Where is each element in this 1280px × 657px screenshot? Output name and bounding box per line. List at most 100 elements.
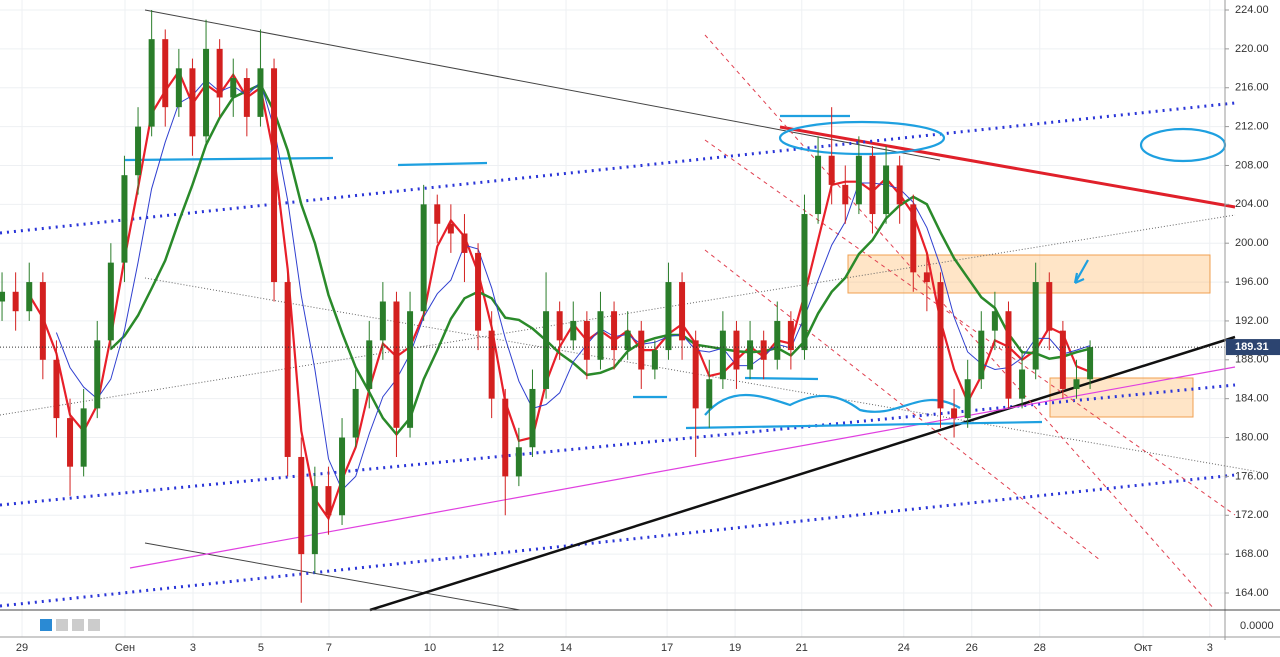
y-tick-label: 172.00	[1235, 509, 1269, 521]
x-tick-label: 10	[424, 642, 436, 654]
candle-body	[175, 68, 182, 108]
candle-body	[39, 282, 46, 360]
candle-body	[543, 311, 550, 389]
candle-body	[747, 340, 754, 370]
candle-body	[910, 204, 917, 273]
candle-body	[420, 204, 427, 312]
candle-body	[923, 272, 930, 283]
candle-body	[679, 282, 686, 341]
candle-body	[570, 320, 577, 341]
x-tick-label: 17	[661, 642, 673, 654]
candle-body	[325, 486, 332, 516]
x-tick-label: 26	[966, 642, 978, 654]
eye-button[interactable]	[40, 619, 52, 631]
candles	[0, 10, 1225, 603]
candle-body	[1059, 330, 1066, 389]
candle-body	[991, 311, 998, 331]
candle-body	[488, 330, 495, 399]
candle-body	[203, 48, 210, 137]
y-tick-label: 168.00	[1235, 548, 1269, 560]
candle-body	[842, 184, 849, 205]
trend-line	[144, 542, 521, 611]
x-tick-label: 3	[1207, 642, 1213, 654]
x-tick-label: 21	[796, 642, 808, 654]
y-tick-label: 208.00	[1235, 159, 1269, 171]
candle-body	[583, 320, 590, 360]
candle-body	[271, 68, 278, 283]
candle-body	[556, 311, 563, 341]
candle-body	[515, 447, 522, 477]
candle-body	[352, 388, 359, 438]
candle-body	[67, 418, 74, 467]
candle-body	[692, 340, 699, 409]
moving-average	[55, 79, 1091, 491]
candle-body	[121, 175, 128, 263]
support-line	[129, 366, 1236, 569]
candle-body	[883, 165, 890, 215]
channel-line	[0, 101, 1236, 235]
pane-controls[interactable]	[40, 619, 100, 631]
y-tick-label: 220.00	[1235, 43, 1269, 55]
candle-body	[855, 155, 862, 205]
candle-body	[665, 282, 672, 351]
candle-body	[148, 39, 155, 127]
candle-body	[80, 408, 87, 467]
candle-body	[475, 252, 482, 331]
trend-line	[144, 9, 941, 161]
copy-button[interactable]	[72, 619, 84, 631]
y-tick-label: 192.00	[1235, 315, 1269, 327]
settings-button[interactable]	[56, 619, 68, 631]
candle-body	[230, 78, 237, 98]
last-price-tag	[1226, 339, 1280, 356]
candle-body	[243, 78, 250, 117]
candle-body	[719, 330, 726, 380]
close-button[interactable]	[88, 619, 100, 631]
candle-body	[447, 223, 454, 234]
candle-body	[1019, 369, 1026, 399]
y-tick-label: 184.00	[1235, 393, 1269, 405]
y-tick-label: 216.00	[1235, 82, 1269, 94]
candle-body	[135, 126, 142, 176]
x-tick-label: Сен	[115, 642, 135, 654]
candle-body	[339, 437, 346, 516]
candle-body	[978, 330, 985, 380]
y-tick-label: 176.00	[1235, 470, 1269, 482]
candle-body	[0, 291, 6, 302]
y-tick-label: 224.00	[1235, 4, 1269, 16]
candle-body	[1073, 379, 1080, 389]
candle-body	[760, 340, 767, 360]
last-price-label: 189.31	[1235, 341, 1269, 353]
candle-body	[379, 301, 386, 341]
candle-body	[107, 262, 114, 341]
candle-body	[774, 320, 781, 360]
candle-body	[815, 155, 822, 215]
candle-body	[393, 301, 400, 428]
candle-body	[257, 68, 264, 117]
candle-body	[733, 330, 740, 370]
indicators	[28, 69, 1091, 521]
candle-body	[407, 311, 414, 428]
candle-body	[94, 340, 101, 409]
y-tick-label: 204.00	[1235, 198, 1269, 210]
axes: 164.00 168.00 172.00 176.00 180.00 184.00 188.…	[16, 4, 1280, 654]
candle-body	[189, 68, 196, 137]
y-tick-label: 164.00	[1235, 587, 1269, 599]
x-tick-label: 19	[729, 642, 741, 654]
x-tick-label: 28	[1034, 642, 1046, 654]
y-tick-label: 188.00	[1235, 354, 1269, 366]
candle-body	[896, 165, 903, 205]
zone	[1049, 377, 1194, 418]
candle-body	[434, 204, 441, 224]
hand-drawing	[124, 114, 1227, 430]
candle-body	[53, 359, 60, 419]
moving-average	[28, 69, 1091, 521]
x-tick-label: 12	[492, 642, 504, 654]
drawings	[0, 9, 1261, 612]
candle-body	[951, 408, 958, 419]
candle-body	[298, 456, 305, 555]
candle-body	[787, 320, 794, 351]
candle-body	[611, 311, 618, 351]
support-line	[369, 335, 1236, 612]
candle-body	[1005, 311, 1012, 399]
